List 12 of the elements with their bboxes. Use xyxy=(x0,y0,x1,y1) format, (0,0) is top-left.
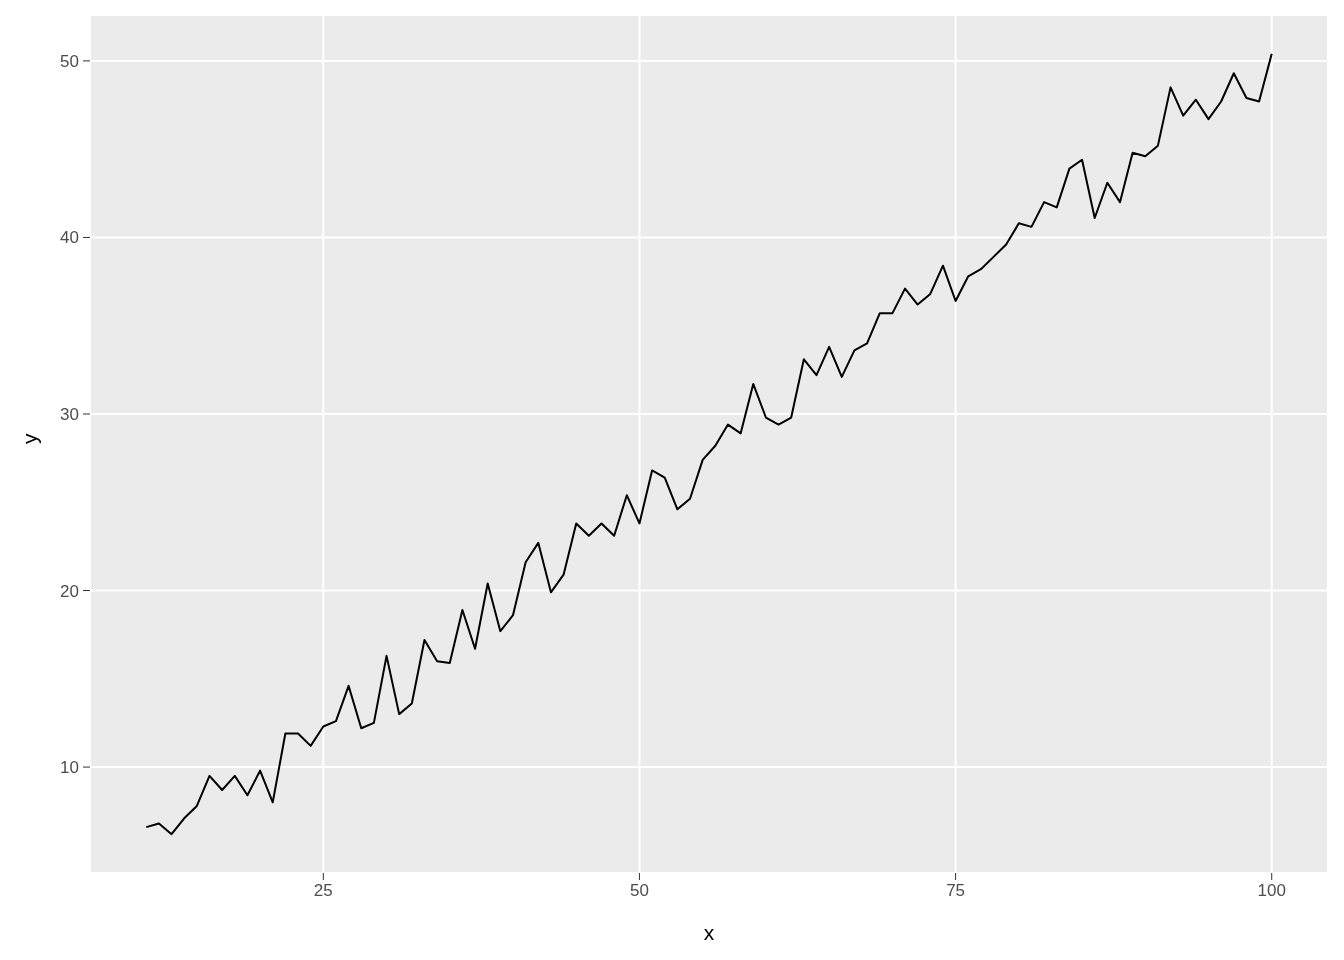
y-tick-label: 20 xyxy=(60,581,79,601)
x-axis-title: x xyxy=(703,921,715,944)
y-tick-label: 40 xyxy=(60,228,79,248)
line-series xyxy=(145,52,1273,836)
y-tick-label: 50 xyxy=(60,51,79,71)
x-tick-label: 25 xyxy=(313,881,333,901)
x-tick-label: 50 xyxy=(629,881,649,901)
y-tick-label: 10 xyxy=(60,758,79,778)
x-tick-label: 100 xyxy=(1257,881,1286,901)
x-tick-label: 75 xyxy=(946,881,966,901)
y-tick-label: 30 xyxy=(60,405,79,425)
y-axis-title: y xyxy=(18,433,42,444)
